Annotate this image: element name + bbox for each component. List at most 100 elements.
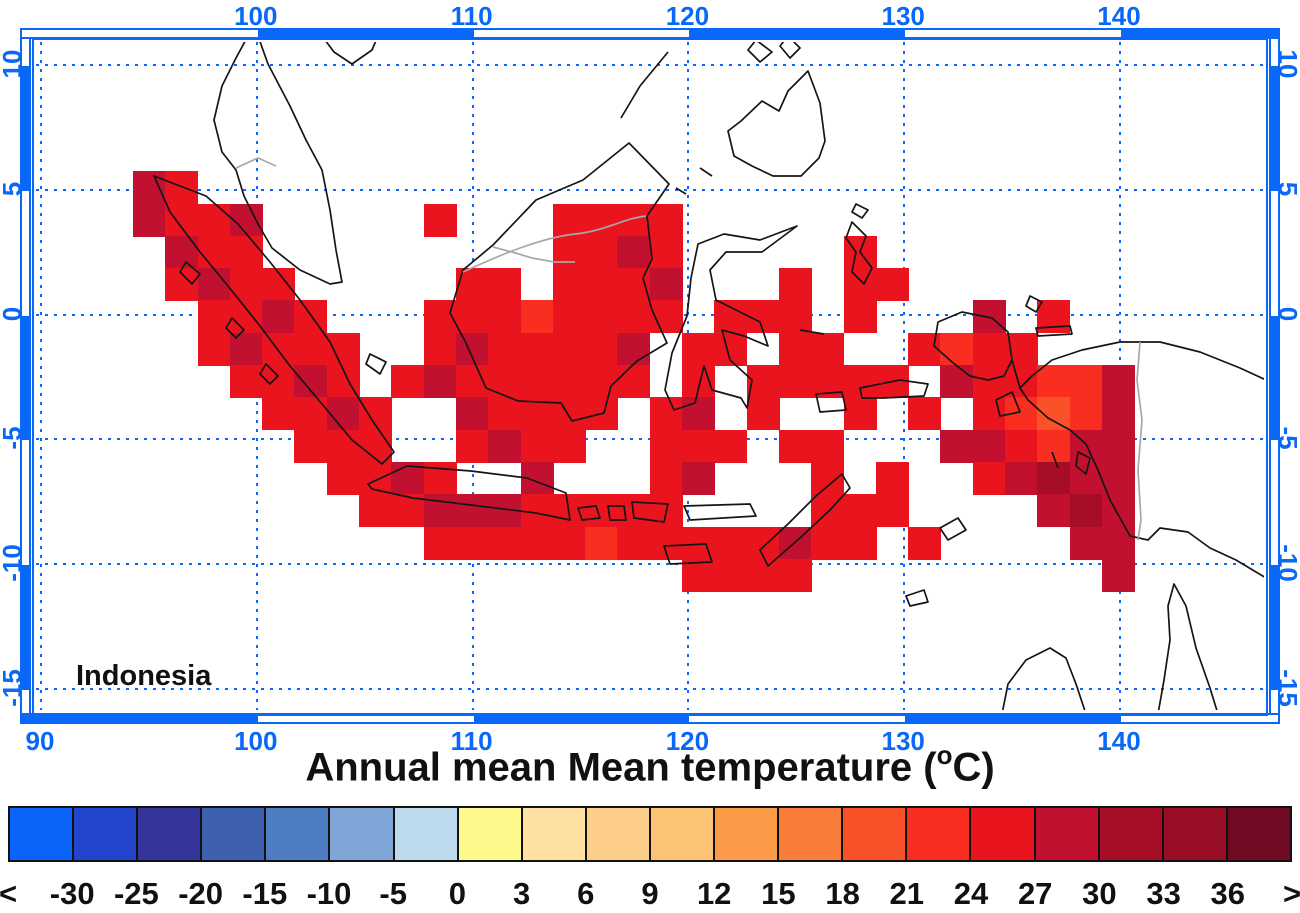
temperature-cell: [778, 558, 812, 592]
temperature-cell: [940, 429, 974, 463]
colorbar-cell-0: [10, 808, 75, 860]
colorbar-cell-16: [1035, 808, 1100, 860]
temperature-cell: [972, 332, 1006, 366]
temperature-cell: [682, 461, 715, 495]
colorbar-label-0: 0: [448, 876, 467, 911]
tick-bottom-140: 140: [1097, 726, 1141, 756]
temperature-cell: [649, 461, 683, 495]
colorbar-cell-11: [715, 808, 780, 860]
temperature-cell: [682, 365, 715, 398]
temperature-cell: [682, 429, 715, 463]
tick-top-110: 110: [450, 1, 493, 31]
temperature-cell: [682, 526, 715, 560]
temperature-cell: [552, 332, 586, 366]
temperature-cell: [908, 332, 942, 366]
temperature-cell: [682, 558, 715, 592]
temperature-cell: [423, 461, 457, 495]
temperature-cell: [585, 235, 619, 269]
temperature-cell: [617, 268, 651, 302]
temperature-cell: [1069, 365, 1103, 398]
temperature-cell: [714, 558, 748, 592]
tick-bottom-100: 100: [234, 726, 278, 756]
tick-top-140: 140: [1097, 1, 1141, 31]
temperature-cell: [391, 461, 425, 495]
temperature-cell: [585, 332, 619, 366]
temperature-cell: [843, 494, 877, 528]
temperature-cell: [908, 397, 942, 431]
colorbar-cell-6: [394, 808, 459, 860]
temperature-cell: [423, 526, 457, 560]
temperature-cell: [940, 365, 974, 398]
temperature-cell: [649, 429, 683, 463]
chart-title: Annual mean Mean temperature (oC): [0, 740, 1300, 790]
tick-top-100: 100: [234, 1, 278, 31]
temperature-cell: [843, 268, 877, 302]
colorbar-label-12: 12: [696, 876, 732, 911]
temperature-cell: [165, 268, 199, 302]
temperature-cell: [552, 203, 586, 237]
temperature-cell: [294, 429, 328, 463]
temperature-cell: [617, 332, 651, 366]
temperature-cell: [326, 429, 360, 463]
temperature-cell: [972, 397, 1006, 431]
temperature-cell: [585, 397, 619, 431]
temperature-cell: [1101, 558, 1135, 592]
tick-bottom-130: 130: [881, 726, 925, 756]
tick-right--10: -10: [1273, 544, 1300, 582]
temperature-cell: [132, 203, 166, 237]
temperature-cell: [843, 365, 877, 398]
title-degree-symbol: o: [936, 740, 953, 770]
temperature-cell: [197, 332, 231, 366]
frame-zebra-top: [20, 28, 1280, 39]
colorbar-label-9: 9: [641, 876, 659, 911]
title-text: Annual mean Mean temperature (: [305, 745, 937, 790]
temperature-cell: [552, 235, 586, 269]
colorbar-cell-3: [202, 808, 267, 860]
temperature-cell: [875, 365, 909, 398]
temperature-cell: [972, 365, 1006, 398]
temperature-cell: [423, 494, 457, 528]
temperature-cell: [165, 203, 199, 237]
temperature-cell: [585, 526, 619, 560]
temperature-cell: [520, 526, 554, 560]
temperature-cell: [520, 494, 554, 528]
temperature-cell: [811, 526, 845, 560]
temperature-cell: [746, 397, 780, 431]
temperature-cell: [552, 494, 586, 528]
temperature-cell: [294, 397, 328, 431]
temperature-cell: [746, 526, 780, 560]
temperature-cell: [617, 300, 651, 334]
temperature-cell: [617, 494, 651, 528]
temperature-cell: [972, 461, 1006, 495]
temperature-cell: [262, 365, 296, 398]
colorbar-cell-15: [971, 808, 1036, 860]
temperature-cell: [455, 526, 489, 560]
colorbar-label-24: 24: [953, 876, 989, 911]
temperature-cell: [391, 494, 425, 528]
temperature-cell: [455, 300, 489, 334]
tick-right-5: 5: [1273, 181, 1300, 196]
colorbar-cell-19: [1227, 808, 1290, 860]
temperature-cells-layer: [36, 42, 1264, 710]
colorbar-cell-18: [1163, 808, 1228, 860]
colorbar-cell-17: [1099, 808, 1164, 860]
temperature-cell: [262, 397, 296, 431]
temperature-cell: [520, 397, 554, 431]
temperature-cell: [617, 203, 651, 237]
temperature-cell: [197, 203, 231, 237]
temperature-cell: [649, 397, 683, 431]
colorbar-cell-14: [907, 808, 972, 860]
tick-right--15: -15: [1273, 668, 1300, 707]
temperature-cell: [585, 300, 619, 334]
temperature-cell: [423, 300, 457, 334]
temperature-cell: [391, 365, 425, 398]
temperature-cell: [811, 494, 845, 528]
temperature-cell: [1005, 332, 1038, 366]
colorbar-label-<: <: [0, 876, 18, 911]
colorbar-label-30: 30: [1082, 876, 1117, 911]
temperature-cell: [520, 365, 554, 398]
temperature-cell: [1069, 526, 1103, 560]
colorbar-cell-13: [843, 808, 908, 860]
temperature-cell: [229, 203, 263, 237]
